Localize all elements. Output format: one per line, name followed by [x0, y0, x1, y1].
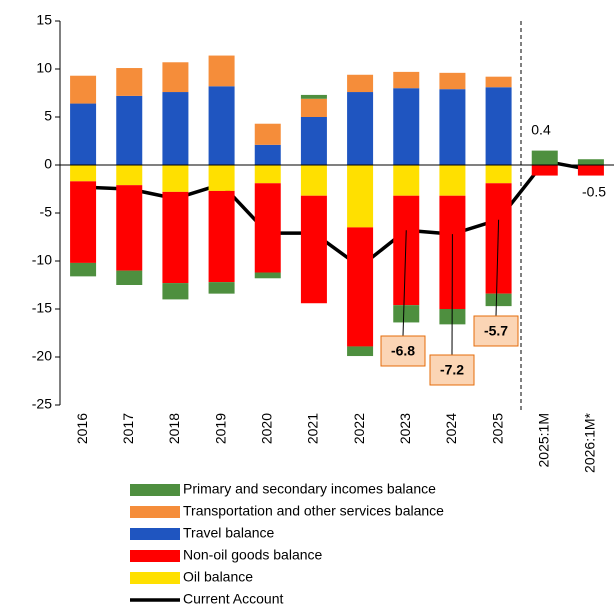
bar-segment: [208, 190, 235, 283]
bar-segment: [162, 62, 189, 93]
bar-segment: [485, 165, 512, 184]
bar-segment: [254, 144, 281, 165]
bar-segment: [531, 165, 558, 176]
label-box: [473, 315, 519, 347]
x-tick-label: 2020: [258, 413, 274, 444]
bar-segment: [116, 270, 143, 285]
legend-label: Travel balance: [183, 525, 275, 541]
legend-label: Oil balance: [183, 569, 253, 585]
label-box: [380, 335, 426, 367]
bar-segment: [208, 55, 235, 87]
legend-swatch: [130, 528, 180, 540]
bar-segment: [393, 195, 420, 306]
bar-segment: [116, 68, 143, 96]
bar-segment: [577, 159, 604, 165]
x-tick-label: 2025:1M: [535, 413, 551, 467]
bar-segment: [162, 191, 189, 284]
legend-swatch: [130, 550, 180, 562]
y-tick-label: 0: [44, 156, 52, 172]
bar-segment: [300, 117, 327, 165]
bar-segment: [254, 183, 281, 273]
legend-label: Transportation and other services balanc…: [183, 503, 444, 519]
bar-segment: [300, 165, 327, 196]
legend-swatch: [130, 506, 180, 518]
x-tick-label: 2022: [351, 413, 367, 444]
bar-segment: [116, 95, 143, 165]
y-tick-label: -5: [40, 204, 53, 220]
bar-segment: [300, 98, 327, 117]
y-tick-label: 5: [44, 108, 52, 124]
bar-segment: [254, 123, 281, 145]
y-tick-label: 10: [36, 60, 52, 76]
bar-segment: [116, 165, 143, 186]
bar-segment: [347, 92, 374, 165]
bar-segment: [254, 165, 281, 184]
bar-segment: [162, 165, 189, 192]
leader-line: [495, 219, 500, 317]
bar-segment: [439, 72, 466, 90]
bar-segment: [162, 92, 189, 165]
data-label: -5.7: [484, 323, 508, 339]
legend-swatch: [130, 572, 180, 584]
label-box: [429, 354, 475, 386]
bar-segment: [393, 88, 420, 165]
data-label: -0.5: [582, 184, 606, 200]
bar-segment: [70, 165, 97, 182]
x-tick-label: 2018: [166, 413, 182, 444]
y-tick-label: -15: [32, 300, 52, 316]
bar-segment: [577, 165, 604, 176]
bar-segment: [393, 305, 420, 323]
data-label: 0.4: [531, 122, 551, 138]
bar-segment: [485, 87, 512, 165]
legend-label: Primary and secondary incomes balance: [183, 481, 436, 497]
bar-segment: [70, 262, 97, 277]
y-tick-label: -25: [32, 396, 52, 412]
bar-segment: [485, 76, 512, 88]
leader-line: [402, 230, 407, 337]
bar-segment: [439, 89, 466, 165]
bar-segment: [300, 94, 327, 99]
x-tick-label: 2019: [212, 413, 228, 444]
y-tick-label: -20: [32, 348, 52, 364]
x-tick-label: 2021: [305, 413, 321, 444]
bar-segment: [393, 71, 420, 89]
line-series: [83, 159, 592, 269]
bar-segment: [208, 165, 235, 191]
bar-segment: [531, 150, 558, 165]
data-label: -6.8: [391, 343, 415, 359]
legend-label: Current Account: [183, 591, 283, 605]
bar-segment: [439, 165, 466, 196]
bar-segment: [208, 282, 235, 294]
bar-segment: [208, 86, 235, 165]
legend-swatch: [130, 484, 180, 496]
bar-segment: [347, 227, 374, 347]
bar-segment: [347, 74, 374, 93]
x-tick-label: 2023: [397, 413, 413, 444]
x-tick-label: 2024: [443, 413, 459, 444]
bar-segment: [393, 165, 420, 196]
bar-segment: [485, 183, 512, 294]
bar-segment: [347, 346, 374, 357]
bar-segment: [162, 283, 189, 300]
bar-segment: [254, 272, 281, 279]
bar-segment: [485, 293, 512, 307]
bar-segment: [300, 195, 327, 304]
y-tick-label: 15: [36, 12, 52, 28]
legend-label: Non-oil goods balance: [183, 547, 323, 563]
bar-segment: [70, 103, 97, 165]
x-tick-label: 2025: [489, 413, 505, 444]
x-tick-label: 2017: [120, 413, 136, 444]
bar-segment: [116, 185, 143, 271]
data-label: -7.2: [440, 362, 464, 378]
bar-segment: [70, 181, 97, 263]
x-tick-label: 2026:1M*: [582, 412, 598, 472]
y-tick-label: -10: [32, 252, 52, 268]
bar-segment: [347, 165, 374, 228]
x-tick-label: 2016: [74, 413, 90, 444]
bar-segment: [70, 75, 97, 104]
